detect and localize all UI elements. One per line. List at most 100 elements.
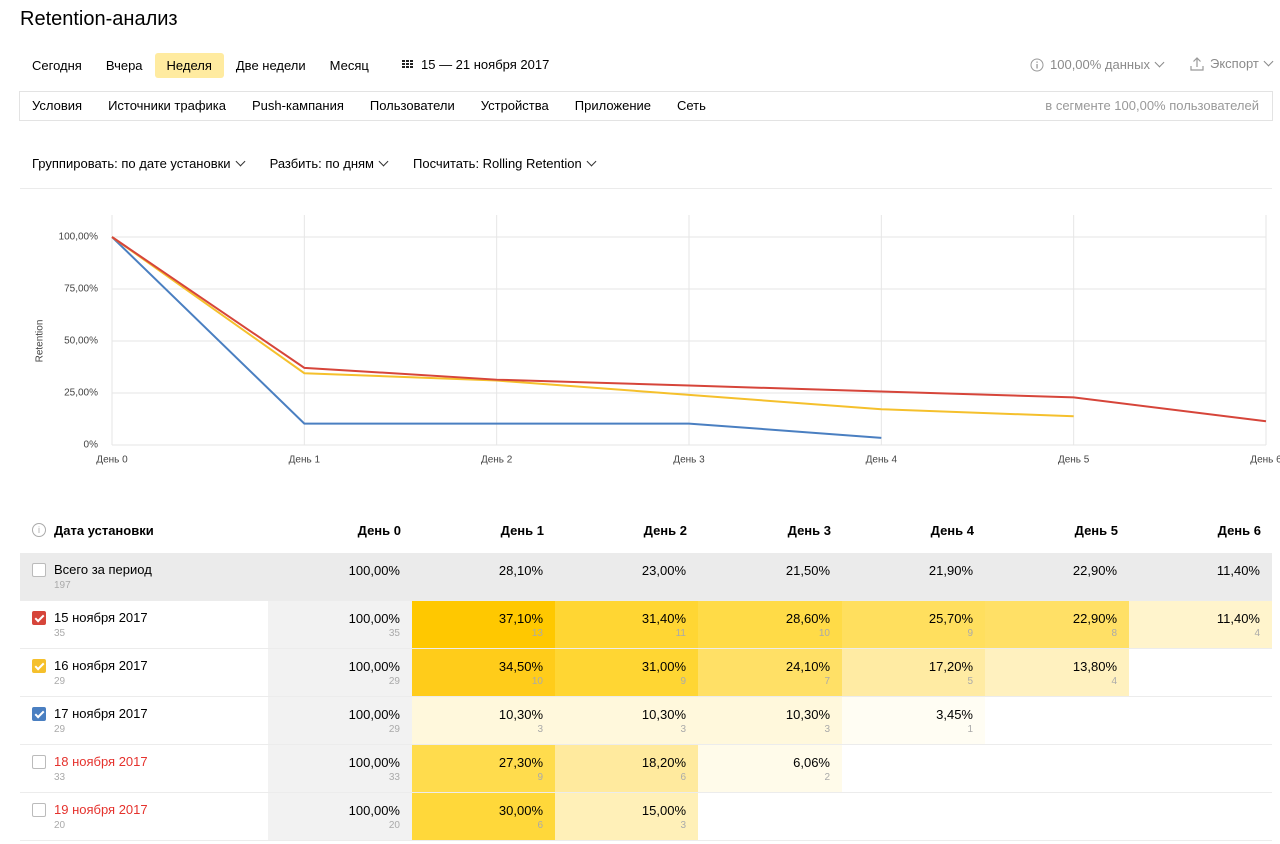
cell-count: 9 xyxy=(967,628,973,639)
tab[interactable]: Приложение xyxy=(574,98,651,113)
tab[interactable]: Пользователи xyxy=(369,98,455,113)
x-tick-label: День 6 xyxy=(1250,455,1280,466)
dropdown[interactable]: Посчитать: Rolling Retention xyxy=(413,156,595,171)
cell-value: 6,06% xyxy=(793,755,830,770)
cell-value: 28,10% xyxy=(498,563,543,578)
tab[interactable]: Push-кампания xyxy=(252,98,344,113)
cell-count: 9 xyxy=(537,772,543,783)
cell-value: 11,40% xyxy=(1216,563,1260,578)
column-header: День 4 xyxy=(930,523,974,538)
row-label: 16 ноября 2017 xyxy=(54,658,148,673)
x-tick-label: День 4 xyxy=(866,455,898,466)
checkbox[interactable] xyxy=(32,659,46,673)
y-tick-label: 50,00% xyxy=(64,336,98,347)
table-cell: 100,00% 33 xyxy=(268,745,412,792)
checkbox[interactable] xyxy=(32,803,46,817)
checkbox[interactable] xyxy=(32,563,46,577)
period-button[interactable]: Вчера xyxy=(105,58,143,73)
info-icon xyxy=(1030,58,1044,71)
cell-count: 3 xyxy=(680,724,686,735)
table-cell: 100,00% 29 xyxy=(268,697,412,744)
row-count: 35 xyxy=(54,628,66,639)
period-button[interactable]: Две недели xyxy=(235,58,306,73)
cell-count: 3 xyxy=(537,724,543,735)
cell-count: 8 xyxy=(1111,628,1117,639)
date-range[interactable]: 15 — 21 ноября 2017 xyxy=(402,57,549,72)
cell-value: 21,90% xyxy=(928,563,973,578)
period-button[interactable]: Неделя xyxy=(154,53,224,78)
period-bar: Сегодня Вчера Неделя Две недели Месяц xyxy=(20,53,381,78)
info-icon: i xyxy=(32,523,46,537)
cell-count: 33 xyxy=(388,772,400,783)
y-axis-label: Retention xyxy=(35,320,46,363)
cell-value: 17,20% xyxy=(928,659,973,674)
tab[interactable]: Источники трафика xyxy=(108,98,227,113)
data-share-text: 100,00% данных xyxy=(1050,57,1163,72)
table-cell: 23,00% xyxy=(555,553,698,600)
cell-count: 13 xyxy=(531,628,543,639)
table-cell xyxy=(985,793,1129,840)
y-tick-label: 75,00% xyxy=(64,284,98,295)
table-cell: 22,90% xyxy=(985,553,1129,600)
checkbox[interactable] xyxy=(32,707,46,721)
cell-count: 9 xyxy=(680,676,686,687)
table-row: 19 ноября 2017 20 100,00% 20 30,00% 6 15,00% 3 xyxy=(20,793,1272,841)
x-tick-label: День 5 xyxy=(1058,455,1090,466)
table-cell: 25,70% 9 xyxy=(842,601,985,648)
column-header: День 1 xyxy=(500,523,544,538)
cell-count: 35 xyxy=(388,628,400,639)
dropdown[interactable]: Группировать: по дате установки xyxy=(32,156,244,171)
period-button[interactable]: Месяц xyxy=(329,58,369,73)
cell-value: 100,00% xyxy=(348,659,400,674)
table-row: Всего за период 197 100,00% 28,10% 23,00% 21,… xyxy=(20,553,1272,601)
period-button[interactable]: Сегодня xyxy=(32,58,82,73)
cell-count: 2 xyxy=(824,772,830,783)
column-header: День 3 xyxy=(787,523,831,538)
cell-value: 25,70% xyxy=(928,611,973,626)
export[interactable]: Экспорт xyxy=(1190,56,1272,71)
table-cell: 6,06% 2 xyxy=(698,745,842,792)
cell-value: 22,90% xyxy=(1072,563,1117,578)
cell-count: 29 xyxy=(388,676,400,687)
cell-value: 100,00% xyxy=(348,707,400,722)
checkbox[interactable] xyxy=(32,611,46,625)
table-cell: 30,00% 6 xyxy=(412,793,555,840)
table-cell: 22,90% 8 xyxy=(985,601,1129,648)
cell-value: 100,00% xyxy=(348,755,400,770)
table-cell: 28,60% 10 xyxy=(698,601,842,648)
cell-count: 3 xyxy=(680,820,686,831)
checkbox[interactable] xyxy=(32,755,46,769)
cell-count: 29 xyxy=(388,724,400,735)
table-cell: 34,50% 10 xyxy=(412,649,555,696)
row-count: 20 xyxy=(54,820,66,831)
cell-count: 6 xyxy=(680,772,686,783)
cell-count: 1 xyxy=(967,724,973,735)
cell-value: 31,00% xyxy=(641,659,686,674)
tab[interactable]: Устройства xyxy=(480,98,549,113)
table-cell: 31,00% 9 xyxy=(555,649,698,696)
data-share[interactable]: 100,00% данных xyxy=(1030,57,1163,72)
cell-value: 10,30% xyxy=(641,707,686,722)
table-cell xyxy=(1129,649,1272,696)
cell-value: 11,40% xyxy=(1216,611,1260,626)
controls: Группировать: по дате установки Разбить: … xyxy=(32,156,595,171)
row-count: 197 xyxy=(54,580,71,591)
table-cell: 27,30% 9 xyxy=(412,745,555,792)
row-label: 19 ноября 2017 xyxy=(54,802,148,817)
cell-value: 24,10% xyxy=(785,659,830,674)
table-cell: 11,40% xyxy=(1129,553,1272,600)
export-icon xyxy=(1190,56,1204,71)
check-mark xyxy=(34,612,45,623)
tab[interactable]: Сеть xyxy=(677,98,706,113)
table-row: 15 ноября 2017 35 100,00% 35 37,10% 13 31,40% 1… xyxy=(20,601,1272,649)
dropdown[interactable]: Разбить: по дням xyxy=(270,156,387,171)
cell-value: 100,00% xyxy=(348,611,400,626)
tab[interactable]: Условия xyxy=(32,98,83,113)
table-cell: 15,00% 3 xyxy=(555,793,698,840)
row-label: Всего за период xyxy=(54,562,152,577)
tabs: Условия Источники трафика Push-кампания Пол… xyxy=(32,98,706,113)
table-cell: 21,50% xyxy=(698,553,842,600)
column-header: День 0 xyxy=(357,523,401,538)
table-cell: 100,00% 20 xyxy=(268,793,412,840)
